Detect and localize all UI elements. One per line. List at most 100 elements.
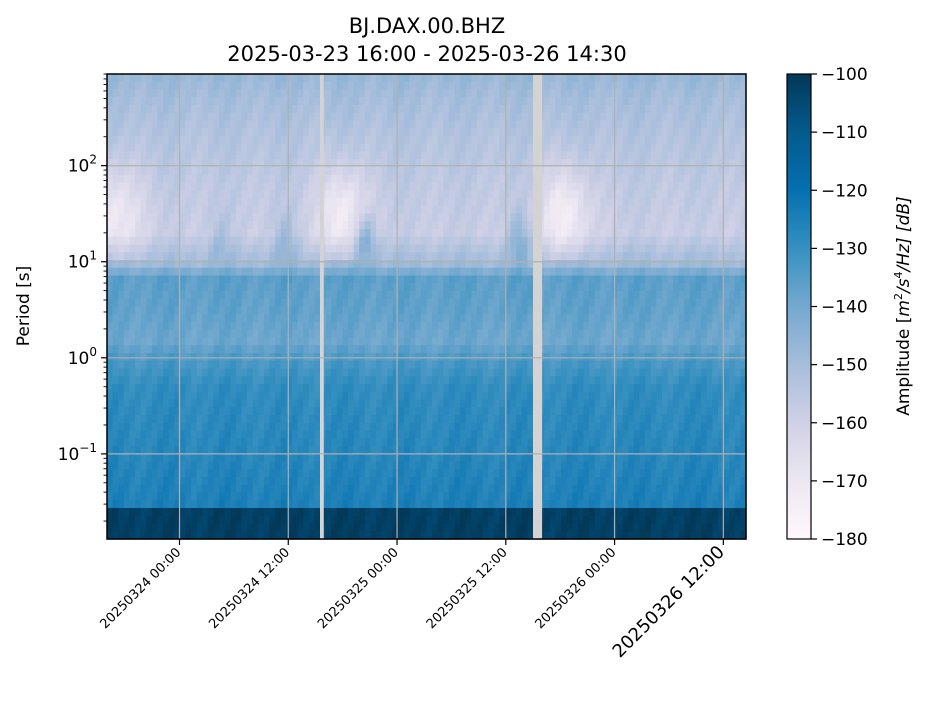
heatmap-cell xyxy=(129,500,136,509)
heatmap-cell xyxy=(336,306,344,315)
heatmap-cell xyxy=(415,508,422,517)
heatmap-cell xyxy=(432,89,439,98)
heatmap-cell xyxy=(129,453,136,463)
heatmap-cell xyxy=(286,298,293,308)
heatmap-cell xyxy=(179,89,187,98)
heatmap-cell xyxy=(146,453,153,463)
heatmap-cell xyxy=(398,128,405,137)
heatmap-cell xyxy=(174,112,181,122)
heatmap-cell xyxy=(465,438,472,447)
heatmap-cell xyxy=(303,399,310,408)
heatmap-cell xyxy=(135,523,142,532)
heatmap-cell xyxy=(129,159,136,168)
heatmap-cell xyxy=(376,446,383,455)
heatmap-cell xyxy=(303,523,310,532)
heatmap-cell xyxy=(555,143,562,153)
heatmap-cell xyxy=(185,128,192,137)
heatmap-cell xyxy=(404,128,411,137)
heatmap-cell xyxy=(499,477,506,486)
heatmap-cell xyxy=(364,500,372,509)
heatmap-cell xyxy=(308,314,315,323)
heatmap-cell xyxy=(381,236,388,246)
heatmap-cell xyxy=(118,384,125,393)
heatmap-cell xyxy=(549,484,557,494)
heatmap-cell xyxy=(174,275,181,284)
heatmap-cell xyxy=(454,198,461,207)
heatmap-cell xyxy=(443,314,450,323)
heatmap-cell xyxy=(364,329,372,339)
heatmap-cell xyxy=(269,236,276,246)
heatmap-cell xyxy=(544,74,551,83)
heatmap-cell xyxy=(118,221,125,230)
heatmap-cell xyxy=(493,213,500,222)
heatmap-cell xyxy=(235,469,243,478)
heatmap-cell xyxy=(230,221,237,230)
heatmap-cell xyxy=(336,453,344,463)
heatmap-cell xyxy=(224,283,231,292)
heatmap-cell xyxy=(398,143,405,153)
heatmap-cell xyxy=(465,484,472,494)
heatmap-cell xyxy=(342,415,349,424)
heatmap-cell xyxy=(303,291,310,300)
heatmap-cell xyxy=(286,221,293,230)
heatmap-cell xyxy=(460,136,467,145)
heatmap-cell xyxy=(476,190,484,199)
heatmap-cell xyxy=(348,384,355,393)
heatmap-cell xyxy=(555,236,562,246)
heatmap-cell xyxy=(437,205,444,215)
heatmap-cell xyxy=(476,205,484,215)
heatmap-cell xyxy=(342,376,349,385)
heatmap-cell xyxy=(219,500,226,509)
heatmap-cell xyxy=(561,345,568,354)
heatmap-cell xyxy=(241,399,248,408)
heatmap-cell xyxy=(499,229,506,238)
heatmap-cell xyxy=(297,438,304,447)
heatmap-cell xyxy=(325,492,332,501)
heatmap-cell xyxy=(275,120,282,129)
heatmap-cell xyxy=(331,446,338,455)
heatmap-cell xyxy=(151,407,159,416)
heatmap-cell xyxy=(566,360,573,370)
heatmap-cell xyxy=(107,461,114,470)
heatmap-cell xyxy=(387,446,394,455)
heatmap-cell xyxy=(549,236,557,246)
heatmap-cell xyxy=(348,136,355,145)
heatmap-cell xyxy=(471,260,478,269)
heatmap-cell xyxy=(437,376,444,385)
heatmap-cell xyxy=(140,453,147,463)
heatmap-cell xyxy=(280,283,287,292)
heatmap-cell xyxy=(437,244,444,253)
heatmap-cell xyxy=(252,136,259,145)
heatmap-cell xyxy=(213,174,220,184)
heatmap-cell xyxy=(325,198,332,207)
heatmap-cell xyxy=(387,291,394,300)
heatmap-cell xyxy=(213,492,220,501)
heatmap-cell xyxy=(370,461,377,470)
heatmap-cell xyxy=(561,523,568,532)
heatmap-cell xyxy=(196,112,203,122)
heatmap-cell xyxy=(263,136,271,145)
heatmap-cell xyxy=(252,329,259,339)
heatmap-cell xyxy=(303,492,310,501)
heatmap-cell xyxy=(527,438,534,447)
heatmap-cell xyxy=(118,391,125,401)
heatmap-cell xyxy=(342,353,349,362)
heatmap-cell xyxy=(510,322,517,331)
heatmap-cell xyxy=(521,306,528,315)
heatmap-cell xyxy=(516,205,523,215)
heatmap-cell xyxy=(213,260,220,269)
heatmap-cell xyxy=(336,112,344,122)
heatmap-cell xyxy=(135,531,142,540)
heatmap-cell xyxy=(202,275,209,284)
heatmap-cell xyxy=(202,252,209,261)
heatmap-cell xyxy=(297,391,304,401)
heatmap-cell xyxy=(443,430,450,439)
heatmap-cell xyxy=(465,422,472,432)
heatmap-cell xyxy=(151,461,159,470)
heatmap-cell xyxy=(179,492,187,501)
heatmap-cell xyxy=(213,469,220,478)
heatmap-cell xyxy=(331,229,338,238)
heatmap-cell xyxy=(196,508,203,517)
heatmap-cell xyxy=(381,244,388,253)
heatmap-cell xyxy=(252,345,259,354)
